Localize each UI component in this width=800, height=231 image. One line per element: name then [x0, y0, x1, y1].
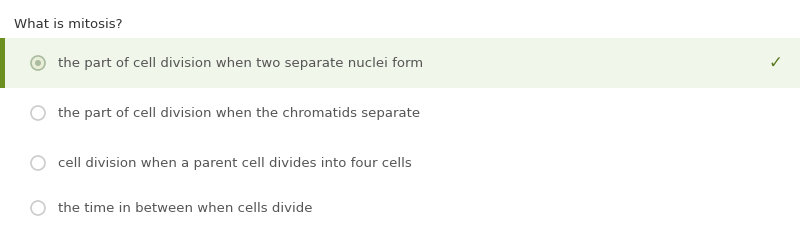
Circle shape	[35, 60, 41, 66]
Bar	[0, 38, 5, 88]
Bar	[0, 38, 800, 88]
Circle shape	[31, 106, 45, 120]
Text: the part of cell division when two separate nuclei form: the part of cell division when two separ…	[58, 57, 423, 70]
Text: the time in between when cells divide: the time in between when cells divide	[58, 201, 313, 215]
Text: the part of cell division when the chromatids separate: the part of cell division when the chrom…	[58, 106, 420, 119]
Circle shape	[31, 201, 45, 215]
Text: cell division when a parent cell divides into four cells: cell division when a parent cell divides…	[58, 156, 412, 170]
Text: What is mitosis?: What is mitosis?	[14, 18, 122, 31]
Text: ✓: ✓	[768, 54, 782, 72]
Circle shape	[31, 156, 45, 170]
Circle shape	[31, 56, 45, 70]
